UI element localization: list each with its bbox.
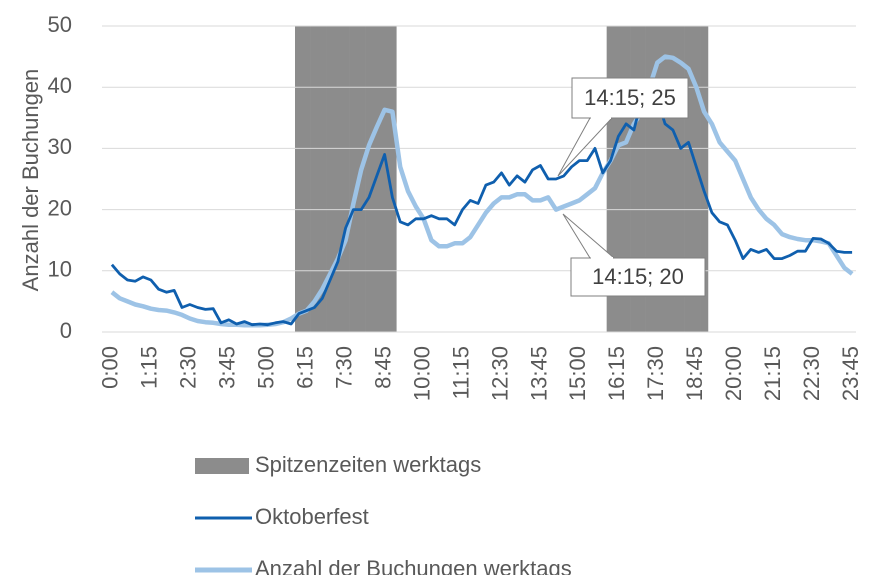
x-tick-label: 7:30 [331,346,356,389]
annotations: 14:15; 25 14:15; 20 [557,77,706,297]
y-tick-label: 50 [48,12,72,37]
lines [110,54,854,328]
bar [637,26,646,332]
bar [676,26,685,332]
legend: Spitzenzeiten werktags Oktoberfest Anzahl … [195,452,572,575]
bar [365,26,374,332]
bar [380,26,389,332]
y-tick-label: 0 [60,318,72,343]
legend-label: Anzahl der Buchungen werktags [255,556,572,575]
legend-swatch [195,458,249,474]
bar [349,26,358,332]
x-tick-label: 17:30 [643,346,668,401]
x-tick-label: 3:45 [215,346,240,389]
y-axis-title: Anzahl der Buchungen [18,69,43,292]
x-tick-label: 13:45 [526,346,551,401]
x-tick-label: 1:15 [137,346,162,389]
callout-box [562,213,706,297]
bar [333,26,343,332]
bar [341,26,350,332]
bar [630,26,639,332]
x-tick-label: 20:00 [721,346,746,401]
x-tick-label: 23:45 [838,346,863,401]
y-tick-label: 10 [48,257,72,282]
line [110,85,853,327]
bar [700,26,709,332]
x-tick-label: 2:30 [176,346,201,389]
x-tick-label: 21:15 [760,346,785,401]
bar [645,26,654,332]
bar [614,26,623,332]
y-tick-label: 30 [48,134,72,159]
bar [388,26,397,332]
bar [310,26,319,332]
x-tick-label: 10:00 [409,346,434,401]
x-tick-label: 0:00 [98,346,123,389]
x-tick-label: 6:15 [293,346,318,389]
x-tick-label: 12:30 [487,346,512,401]
y-tick-label: 40 [48,73,72,98]
x-tick-label: 5:00 [254,346,279,389]
bar [622,26,631,332]
bar [669,26,678,332]
annotation: 14:15; 20 [592,264,684,289]
legend-label: Oktoberfest [255,504,369,529]
x-tick-label: 16:15 [604,346,629,401]
legend-label: Spitzenzeiten werktags [255,452,481,477]
x-tick-label: 11:15 [448,346,473,399]
x-tick-label: 18:45 [682,346,707,401]
annotation: 14:15; 25 [584,85,676,110]
x-tick-label: 22:30 [799,346,824,401]
bar [326,26,335,332]
bar [692,26,701,332]
x-tick-label: 8:45 [370,346,395,389]
bar [318,26,327,332]
bar [606,26,615,332]
callout-box [557,77,689,177]
grid: 0 10 20 30 40 50 0:00 1:15 2:30 3:45 5:00 6:15 7:30 8… [48,12,863,401]
x-tick-label: 15:00 [565,346,590,401]
bar [653,26,662,332]
bar [684,26,693,332]
bars [295,26,709,332]
y-tick-label: 20 [48,195,72,220]
bar [661,26,670,332]
bar [295,26,304,332]
bar [302,26,311,332]
